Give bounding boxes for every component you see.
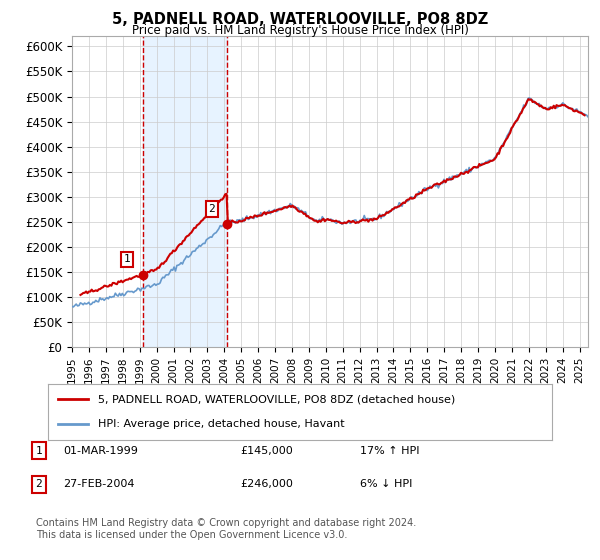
Text: £145,000: £145,000 — [240, 446, 293, 456]
Text: 27-FEB-2004: 27-FEB-2004 — [63, 479, 134, 489]
Text: HPI: Average price, detached house, Havant: HPI: Average price, detached house, Hava… — [98, 419, 345, 429]
Text: 01-MAR-1999: 01-MAR-1999 — [63, 446, 138, 456]
Text: Contains HM Land Registry data © Crown copyright and database right 2024.
This d: Contains HM Land Registry data © Crown c… — [36, 518, 416, 540]
Text: 1: 1 — [35, 446, 43, 456]
Text: 5, PADNELL ROAD, WATERLOOVILLE, PO8 8DZ (detached house): 5, PADNELL ROAD, WATERLOOVILLE, PO8 8DZ … — [98, 394, 455, 404]
Text: £246,000: £246,000 — [240, 479, 293, 489]
Text: Price paid vs. HM Land Registry's House Price Index (HPI): Price paid vs. HM Land Registry's House … — [131, 24, 469, 36]
Text: 5, PADNELL ROAD, WATERLOOVILLE, PO8 8DZ: 5, PADNELL ROAD, WATERLOOVILLE, PO8 8DZ — [112, 12, 488, 27]
Text: 6% ↓ HPI: 6% ↓ HPI — [360, 479, 412, 489]
Text: 2: 2 — [35, 479, 43, 489]
Text: 17% ↑ HPI: 17% ↑ HPI — [360, 446, 419, 456]
Text: 1: 1 — [124, 254, 131, 264]
Bar — [143, 36, 227, 347]
Text: 2: 2 — [209, 204, 215, 214]
